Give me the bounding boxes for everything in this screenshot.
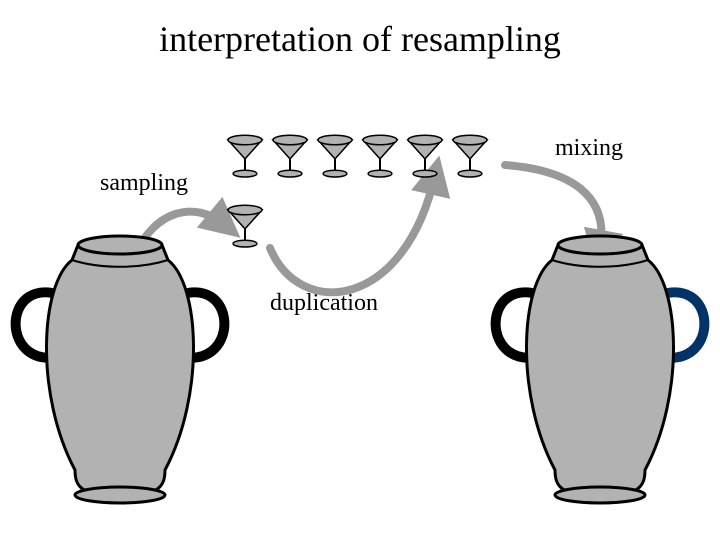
arrows [135, 165, 602, 292]
urns [16, 236, 705, 503]
diagram-canvas [0, 0, 720, 540]
glasses [228, 135, 487, 247]
